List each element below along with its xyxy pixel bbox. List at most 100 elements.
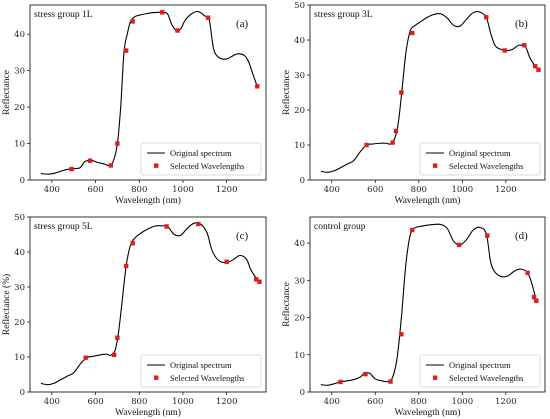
y-axis-label: Reflectance (%) xyxy=(1,274,12,335)
x-tick-label: 1200 xyxy=(216,185,238,195)
legend-label-selected: Selected Wavelengths xyxy=(170,161,244,171)
y-tick-label: 50 xyxy=(14,213,25,223)
selected-wavelength-marker xyxy=(390,140,395,145)
selected-wavelength-marker xyxy=(123,263,129,269)
legend-box xyxy=(140,354,262,388)
panel-title: control group xyxy=(314,222,366,232)
y-tick-label: 0 xyxy=(300,176,305,186)
plot-frame xyxy=(29,4,267,181)
y-tick-label: 30 xyxy=(294,276,305,286)
x-tick-label: 600 xyxy=(367,397,383,407)
y-tick-label: 50 xyxy=(294,1,305,11)
y-tick-label: 40 xyxy=(294,239,305,249)
y-tick-label: 20 xyxy=(14,103,25,113)
y-tick-label: 0 xyxy=(20,176,25,186)
x-axis-label: Wavelength (nm) xyxy=(395,195,461,206)
legend-marker-swatch xyxy=(433,375,438,380)
legend-label-selected: Selected Wavelengths xyxy=(449,373,523,383)
selected-wavelength-marker xyxy=(108,163,114,168)
selected-wavelength-marker xyxy=(456,242,462,248)
legend-marker-swatch xyxy=(154,163,159,168)
selected-wavelength-marker xyxy=(123,48,129,53)
y-tick-label: 0 xyxy=(300,388,305,398)
selected-wavelength-marker xyxy=(130,19,135,24)
x-tick-label: 1000 xyxy=(451,397,473,407)
legend-marker-swatch xyxy=(154,375,159,380)
chart-panel-b: 400 600 800 1000 1200 0 10 20 30 40 50 Wavelength (… xyxy=(281,1,546,206)
selected-wavelength-marker xyxy=(410,227,415,233)
y-tick-label: 20 xyxy=(14,318,25,328)
panel-title: stress group 1L xyxy=(34,10,93,20)
selected-wavelength-marker xyxy=(399,90,404,95)
selected-wavelength-marker xyxy=(164,224,169,229)
x-tick-label: 400 xyxy=(324,185,340,195)
y-tick-label: 30 xyxy=(14,67,25,77)
selected-wavelength-marker xyxy=(83,355,88,360)
selected-wavelength-marker xyxy=(253,277,259,282)
plot-frame xyxy=(29,216,267,393)
selected-wavelength-marker xyxy=(224,259,229,264)
x-tick-label: 400 xyxy=(324,397,340,407)
y-axis-label: Reflectance xyxy=(281,70,292,115)
selected-wavelength-marker xyxy=(393,128,399,134)
x-tick-label: 1200 xyxy=(495,397,517,407)
legend-box xyxy=(419,354,541,388)
legend-label-spectrum: Original spectrum xyxy=(449,148,511,158)
y-tick-label: 40 xyxy=(14,30,25,40)
y-tick-label: 40 xyxy=(294,36,305,46)
x-tick-label: 400 xyxy=(44,397,60,407)
selected-wavelength-marker xyxy=(160,10,165,15)
x-tick-label: 1000 xyxy=(451,185,473,195)
panel-title: stress group 3L xyxy=(314,10,373,20)
selected-wavelength-marker xyxy=(410,30,415,36)
selected-wavelength-marker xyxy=(130,241,135,246)
selected-wavelength-marker xyxy=(534,298,539,303)
selected-wavelength-marker xyxy=(536,67,541,72)
selected-wavelength-marker xyxy=(531,294,537,300)
y-tick-label: 20 xyxy=(294,106,305,116)
legend-label-selected: Selected Wavelengths xyxy=(449,161,523,171)
panel-letter: (b) xyxy=(515,18,528,30)
selected-wavelength-marker xyxy=(205,15,211,20)
y-tick-label: 40 xyxy=(14,248,25,258)
x-tick-label: 600 xyxy=(367,185,383,195)
selected-wavelength-marker xyxy=(502,48,507,53)
y-axis-label: Reflectance xyxy=(1,70,12,115)
plot-frame xyxy=(309,4,546,181)
panel-title: stress group 5L xyxy=(34,222,93,232)
y-axis-label: Reflectance xyxy=(281,282,292,327)
selected-wavelength-marker xyxy=(69,166,74,172)
selected-wavelength-marker xyxy=(111,352,117,358)
legend-marker-swatch xyxy=(433,163,438,168)
chart-panel-c: 400 600 800 1000 1200 0 10 20 30 40 50 Wavelength (… xyxy=(1,213,267,418)
x-tick-label: 800 xyxy=(411,185,427,195)
y-tick-label: 30 xyxy=(14,283,25,293)
legend-box xyxy=(140,142,262,176)
y-tick-label: 20 xyxy=(294,314,305,324)
x-tick-label: 1200 xyxy=(495,185,517,195)
selected-wavelength-marker xyxy=(388,379,393,384)
x-tick-label: 1200 xyxy=(216,397,238,407)
selected-wavelength-marker xyxy=(87,158,93,163)
y-tick-label: 30 xyxy=(294,71,305,81)
panel-letter: (c) xyxy=(236,230,249,242)
selected-wavelength-marker xyxy=(196,221,201,227)
panel-letter: (a) xyxy=(236,18,249,30)
legend-label-spectrum: Original spectrum xyxy=(170,148,232,158)
x-tick-label: 600 xyxy=(87,185,103,195)
x-axis-label: Wavelength (nm) xyxy=(115,195,181,206)
x-axis-label: Wavelength (nm) xyxy=(115,407,181,418)
x-tick-label: 600 xyxy=(87,397,103,407)
selected-wavelength-marker xyxy=(257,279,262,284)
y-tick-label: 0 xyxy=(20,388,25,398)
selected-wavelength-marker xyxy=(255,84,260,89)
legend-label-spectrum: Original spectrum xyxy=(170,360,232,370)
selected-wavelength-marker xyxy=(533,64,538,69)
selected-wavelength-marker xyxy=(338,379,343,385)
spectrum-line xyxy=(40,10,258,175)
x-tick-label: 800 xyxy=(411,397,427,407)
x-tick-label: 800 xyxy=(131,397,147,407)
selected-wavelength-marker xyxy=(484,15,489,20)
x-tick-label: 400 xyxy=(44,185,60,195)
